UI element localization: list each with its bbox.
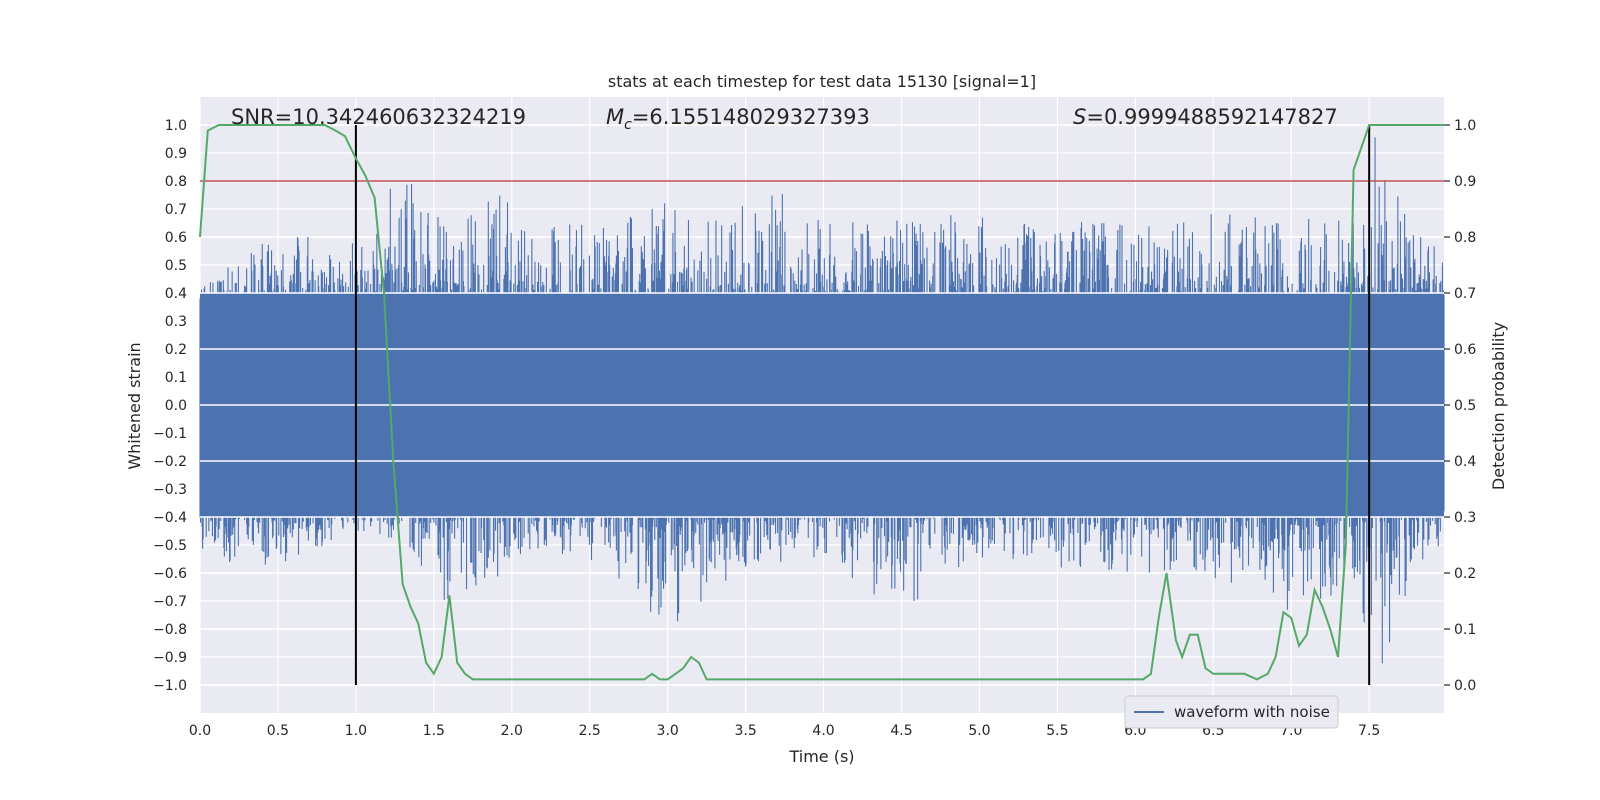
mc-value: =6.155148029327393 [632, 105, 870, 129]
y-left-tick-label: −0.7 [153, 594, 187, 610]
event-markers [354, 125, 1371, 685]
s-symbol: S [1073, 105, 1086, 129]
y-left-tick-label: −0.2 [153, 454, 187, 470]
x-axis-label: Time (s) [788, 747, 854, 766]
legend-entry: waveform with noise [1174, 703, 1330, 721]
y-left-tick-label: −0.8 [153, 622, 187, 638]
x-tick-label: 2.5 [579, 723, 601, 739]
x-tick-label: 1.5 [423, 723, 445, 739]
y-left-tick-label: 0.7 [165, 202, 187, 218]
y-right-axis-label: Detection probability [1489, 322, 1508, 490]
y-left-tick-label: −0.5 [153, 538, 187, 554]
mc-symbol: M [606, 105, 624, 129]
strain-series [199, 137, 1445, 664]
y-right-tick-label: 0.8 [1454, 230, 1476, 246]
y-right-tick-label: 0.0 [1454, 678, 1476, 694]
y-left-tick-label: 0.5 [165, 258, 187, 274]
x-tick-label: 3.5 [734, 723, 756, 739]
y-right-tick-label: 0.5 [1454, 398, 1476, 414]
score-annotation: S=0.9999488592147827 [1073, 105, 1338, 129]
y-left-tick-label: −1.0 [153, 678, 187, 694]
y-left-tick-label: 0.3 [165, 314, 187, 330]
y-left-tick-label: 1.0 [165, 118, 187, 134]
y-right-tick-label: 0.6 [1454, 342, 1476, 358]
y-right-tick-label: 0.4 [1454, 454, 1476, 470]
x-tick-label: 3.0 [657, 723, 679, 739]
x-tick-label: 5.0 [968, 723, 990, 739]
snr-annotation: SNR=10.342460632324219 [231, 105, 526, 129]
x-tick-label: 1.0 [345, 723, 367, 739]
y-left-tick-labels: 1.0 0.9 0.8 0.7 0.6 0.5 0.4 0.3 0.2 0.1 0.0 −0.1 −0.… [153, 118, 187, 694]
y-left-tick-label: 0.2 [165, 342, 187, 358]
x-tick-label: 5.5 [1046, 723, 1068, 739]
y-left-tick-label: 0.8 [165, 174, 187, 190]
y-right-tick-label: 0.1 [1454, 622, 1476, 638]
y-left-tick-label: 0.4 [165, 286, 187, 302]
s-value: =0.9999488592147827 [1086, 105, 1337, 129]
x-tick-label: 2.0 [501, 723, 523, 739]
x-tick-label: 4.5 [890, 723, 912, 739]
y-left-tick-label: 0.6 [165, 230, 187, 246]
y-right-tick-label: 0.2 [1454, 566, 1476, 582]
y-left-tick-label: 0.1 [165, 370, 187, 386]
x-tick-label: 7.5 [1358, 723, 1380, 739]
y-right-tick-labels: 1.0 0.9 0.8 0.7 0.6 0.5 0.4 0.3 0.2 0.1 0.0 [1444, 118, 1476, 694]
y-left-tick-label: −0.3 [153, 482, 187, 498]
y-left-tick-label: −0.6 [153, 566, 187, 582]
y-right-tick-label: 0.9 [1454, 174, 1476, 190]
x-tick-label: 4.0 [812, 723, 834, 739]
y-left-tick-label: 0.9 [165, 146, 187, 162]
legend: waveform with noise [1124, 695, 1339, 729]
y-left-axis-label: Whitened strain [125, 342, 144, 469]
chart-title: stats at each timestep for test data 151… [608, 72, 1036, 91]
x-tick-labels: 0.0 0.5 1.0 1.5 2.0 2.5 3.0 3.5 4.0 4.5 5.0 5.5 6.0 6… [189, 723, 1380, 739]
y-left-tick-label: −0.1 [153, 426, 187, 442]
y-left-tick-label: −0.4 [153, 510, 187, 526]
y-left-tick-label: −0.9 [153, 650, 187, 666]
y-right-tick-label: 1.0 [1454, 118, 1476, 134]
mc-subscript: c [624, 117, 632, 133]
x-tick-label: 0.0 [189, 723, 211, 739]
x-tick-label: 0.5 [267, 723, 289, 739]
detection-probability-line [199, 124, 1444, 681]
y-right-tick-label: 0.3 [1454, 510, 1476, 526]
y-left-tick-label: 0.0 [165, 398, 187, 414]
chirp-mass-annotation: Mc=6.155148029327393 [606, 105, 870, 133]
y-right-tick-label: 0.7 [1454, 286, 1476, 302]
legend-box [1124, 695, 1339, 729]
